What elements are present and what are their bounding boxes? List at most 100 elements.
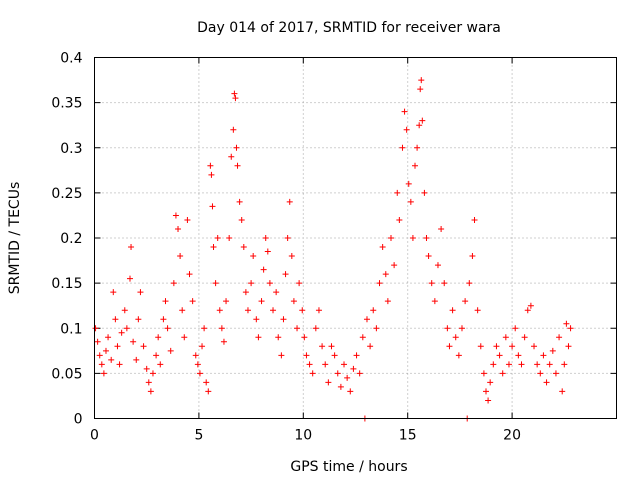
data-point-marker [359, 334, 366, 341]
data-point-marker [250, 253, 257, 260]
data-point-marker [160, 316, 167, 323]
data-point-marker [567, 325, 574, 332]
data-point-marker [244, 307, 251, 314]
data-point-marker [417, 86, 424, 93]
data-point-marker [130, 338, 137, 345]
data-point-marker [487, 379, 494, 386]
data-point-marker [531, 343, 538, 350]
data-point-marker [238, 216, 245, 223]
data-point-marker [288, 253, 295, 260]
data-point-marker [356, 370, 363, 377]
x-tick-label: 20 [503, 428, 521, 444]
data-point-marker [483, 388, 489, 395]
data-point-marker [96, 352, 103, 359]
data-point-marker [407, 198, 414, 205]
data-point-marker [207, 162, 214, 169]
data-point-marker [255, 334, 262, 341]
data-point-marker [240, 244, 247, 251]
data-point-marker [203, 379, 210, 386]
x-tick-label: 0 [90, 428, 99, 444]
data-point-marker [278, 352, 285, 359]
data-point-marker [425, 253, 432, 260]
data-point-marker [105, 334, 112, 341]
data-point-marker [384, 298, 391, 305]
data-point-marker [322, 361, 329, 368]
data-point-marker [110, 289, 117, 296]
data-point-marker [214, 235, 221, 241]
data-point-marker [108, 356, 115, 363]
data-point-marker [230, 126, 237, 133]
data-point-marker [226, 235, 233, 241]
data-point-marker [233, 144, 240, 151]
data-point-marker [423, 235, 430, 241]
data-point-marker [121, 307, 128, 314]
data-point-marker [537, 370, 544, 377]
data-point-marker [220, 338, 227, 345]
data-point-marker [234, 162, 241, 169]
y-axis-title: SRMTID / TECUs [7, 182, 23, 295]
data-point-marker [179, 307, 186, 314]
y-tick-label: 0.4 [60, 51, 82, 67]
data-point-marker [347, 388, 354, 395]
y-tick-label: 0 [74, 412, 83, 428]
data-point-marker [270, 307, 277, 314]
data-point-marker [262, 235, 269, 241]
data-point-marker [419, 117, 426, 124]
data-point-marker [162, 298, 169, 305]
data-point-marker [446, 343, 453, 350]
data-point-marker [449, 307, 456, 314]
data-point-marker [405, 180, 412, 187]
data-point-marker [396, 216, 403, 223]
data-point-marker [438, 225, 445, 232]
data-point-marker [192, 352, 199, 359]
data-point-marker [403, 126, 410, 133]
data-point-marker [414, 144, 421, 151]
data-point-marker [228, 153, 235, 160]
data-point-marker [210, 244, 217, 251]
data-point-marker [416, 122, 423, 129]
data-point-marker [485, 397, 492, 404]
data-point-marker [452, 334, 459, 341]
data-point-marker [309, 370, 316, 377]
y-tick-label: 0.3 [60, 141, 82, 157]
data-point-marker [118, 329, 125, 336]
data-point-marker [98, 361, 105, 368]
data-point-marker [149, 370, 156, 377]
data-point-marker [135, 316, 142, 323]
data-point-marker [114, 343, 121, 350]
data-point-marker [387, 235, 394, 241]
data-point-marker [505, 361, 512, 368]
data-point-marker [231, 90, 238, 97]
data-point-marker [296, 280, 303, 287]
data-point-marker [260, 266, 267, 273]
data-point-marker [299, 307, 306, 314]
data-point-marker [312, 325, 319, 332]
data-point-marker [290, 298, 297, 305]
data-point-marker [527, 302, 534, 309]
data-point-marker [543, 379, 550, 386]
y-tick-label: 0.05 [51, 366, 82, 382]
data-point-marker [175, 225, 182, 232]
x-axis-title: GPS time / hours [290, 459, 407, 475]
data-point-marker [350, 365, 357, 372]
data-point-marker [242, 289, 249, 296]
data-point-marker [167, 347, 174, 354]
data-point-marker [524, 307, 531, 314]
data-point-marker [201, 325, 208, 332]
data-point-marker [315, 307, 322, 314]
data-point-marker [273, 289, 280, 296]
data-point-marker [253, 316, 260, 323]
data-point-marker [462, 298, 469, 305]
data-point-marker [212, 280, 219, 287]
data-point-marker [280, 316, 287, 323]
data-point-marker [421, 189, 428, 196]
data-point-marker [559, 388, 566, 395]
data-point-marker [401, 108, 408, 115]
data-point-marker [140, 343, 147, 350]
data-point-marker [428, 280, 435, 287]
data-point-marker [515, 352, 522, 359]
data-point-marker [319, 343, 326, 350]
data-point-marker [199, 343, 206, 350]
data-point-marker [466, 280, 473, 287]
